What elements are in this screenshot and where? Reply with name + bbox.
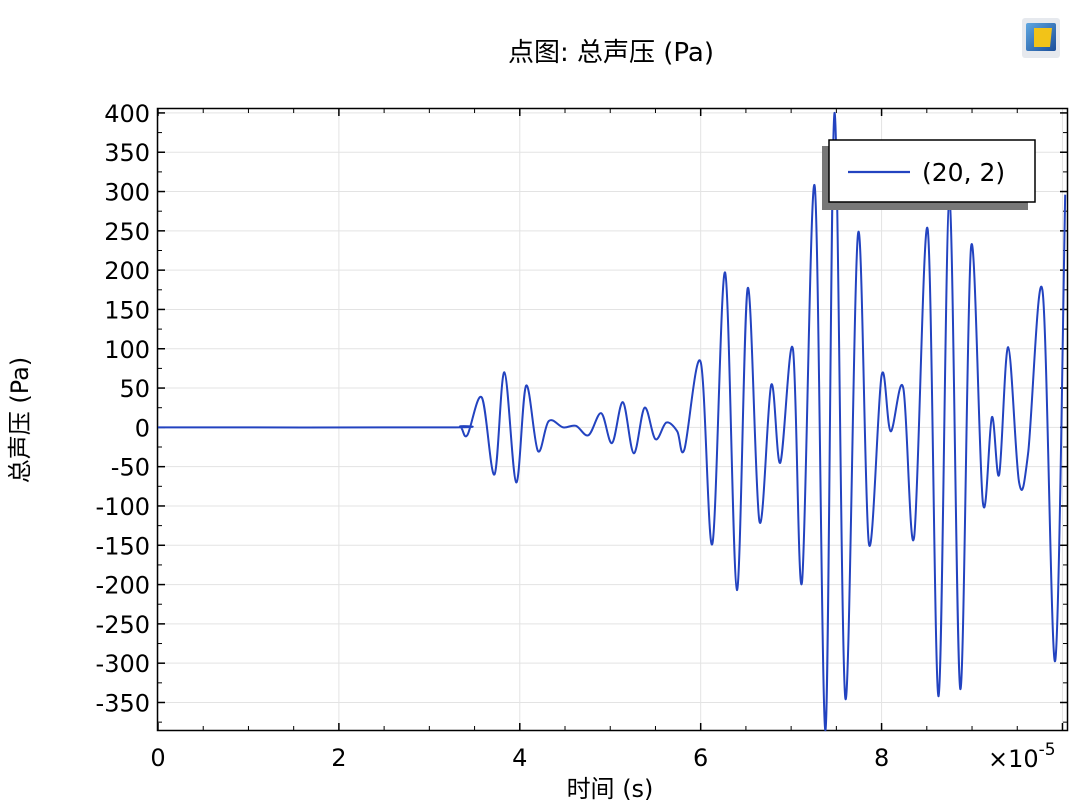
- plot-frame: [156, 107, 1069, 732]
- y-tick-labels: 400 350 300 250 200 150 100 50 0 -50 -100 -150 -200 -…: [96, 100, 150, 718]
- y-tick-label: 350: [104, 139, 150, 167]
- legend[interactable]: (20, 2): [822, 139, 1036, 210]
- legend-label: (20, 2): [922, 158, 1005, 187]
- x-tick-label: 6: [693, 744, 708, 772]
- y-tick-label: 50: [119, 375, 150, 403]
- chart-title: 点图: 总声压 (Pa): [507, 38, 715, 68]
- x-axis-title: 时间 (s): [567, 775, 654, 803]
- x-tick-label: 4: [512, 744, 527, 772]
- y-tick-label: -200: [96, 572, 150, 600]
- y-tick-label: -50: [111, 454, 150, 482]
- x-tick-label: 2: [331, 744, 346, 772]
- y-tick-label: 400: [104, 100, 150, 128]
- x-tick-label: 8: [874, 744, 889, 772]
- y-tick-label: -100: [96, 493, 150, 521]
- x-tick-labels: 0 2 4 6 8: [150, 744, 889, 772]
- series-layer: [157, 111, 1067, 732]
- y-tick-label: -250: [96, 611, 150, 639]
- y-tick-label: 250: [104, 218, 150, 246]
- x-multiplier-exponent: -5: [1039, 740, 1056, 760]
- y-axis-title: 总声压 (Pa): [6, 357, 34, 483]
- y-tick-label: 0: [135, 414, 150, 442]
- x-multiplier-base: ×10: [988, 745, 1039, 773]
- y-tick-label: -350: [96, 689, 150, 717]
- y-tick-label: 150: [104, 296, 150, 324]
- x-multiplier-label: ×10-5: [988, 740, 1056, 773]
- axis-ticks: [157, 109, 1067, 730]
- x-tick-label: 0: [150, 744, 165, 772]
- app-window-logo-icon: [1022, 18, 1060, 58]
- y-tick-label: -150: [96, 532, 150, 560]
- y-tick-label: -300: [96, 650, 150, 678]
- y-tick-label: 100: [104, 336, 150, 364]
- y-tick-label: 200: [104, 257, 150, 285]
- series-line: [157, 111, 1067, 732]
- y-tick-label: 300: [104, 179, 150, 207]
